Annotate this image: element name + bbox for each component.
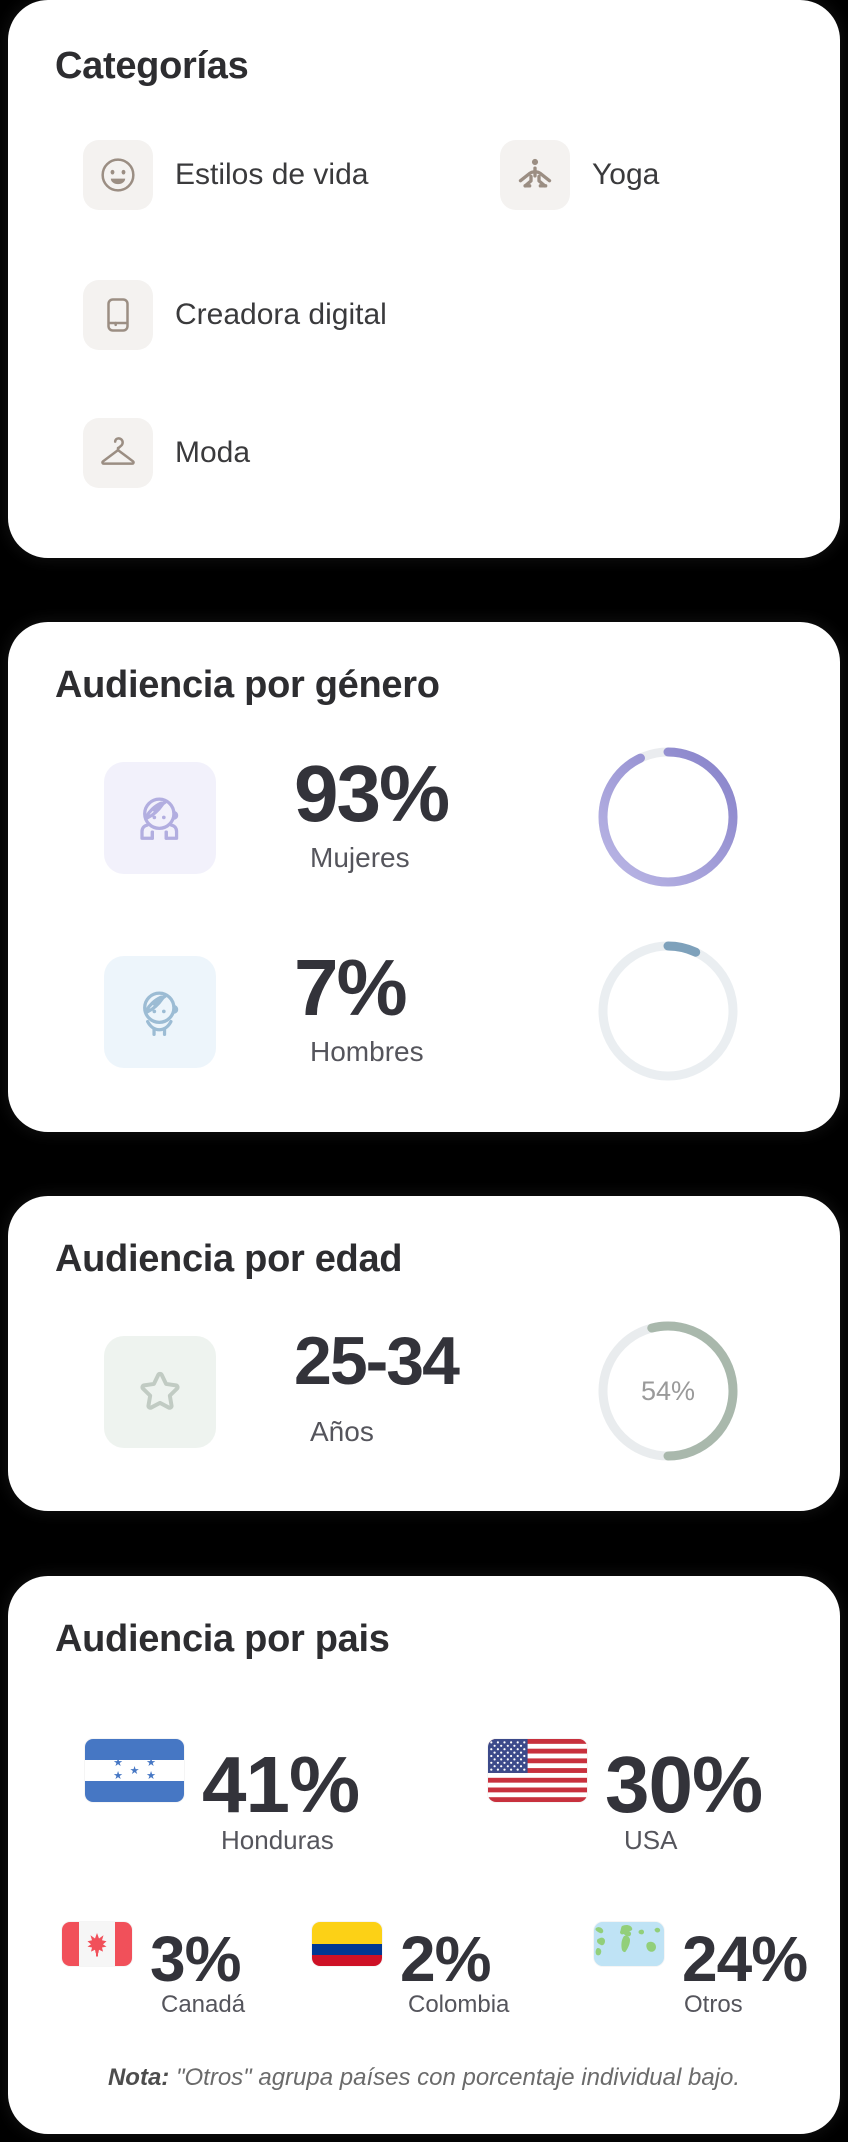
svg-text:★: ★ bbox=[146, 1757, 156, 1769]
svg-text:54%: 54% bbox=[641, 1376, 695, 1406]
svg-text:★: ★ bbox=[130, 1765, 140, 1777]
svg-text:★: ★ bbox=[146, 1770, 156, 1782]
svg-text:★: ★ bbox=[113, 1757, 123, 1769]
svg-text:★: ★ bbox=[113, 1770, 123, 1782]
